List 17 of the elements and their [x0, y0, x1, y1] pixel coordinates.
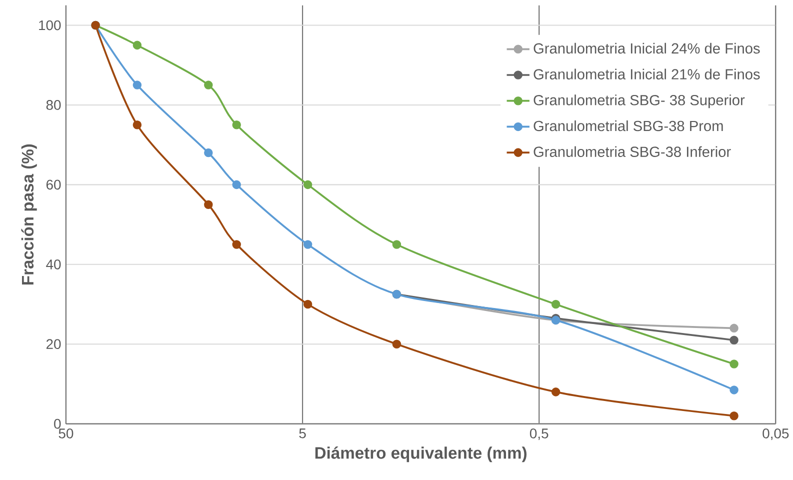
x-axis-title: Diámetro equivalente (mm): [315, 446, 526, 462]
y-tick-label: 80: [46, 100, 61, 110]
legend-label: Granulometrial SBG-38 Prom: [534, 120, 723, 132]
y-tick-label: 60: [46, 180, 61, 190]
legend-label: Granulometria SBG-38 Inferior: [534, 146, 731, 158]
x-tick-label: 0,05: [762, 428, 789, 440]
y-tick-label: 40: [46, 260, 61, 270]
x-tick-label: 0,5: [530, 428, 548, 440]
y-tick-label: 0: [54, 418, 61, 429]
y-tick-label: 20: [46, 339, 61, 350]
x-tick-label: 50: [58, 428, 74, 438]
legend-label: Granulometria Inicial 21% de Finos: [534, 68, 760, 80]
y-axis-title: Fracción pasa (%): [21, 144, 37, 285]
legend-label: Granulometria Inicial 24% de Finos: [534, 42, 760, 54]
legend-label: Granulometria SBG- 38 Superior: [534, 94, 745, 108]
x-tick-label: 5: [299, 428, 306, 438]
y-tick-label: 100: [39, 20, 61, 30]
